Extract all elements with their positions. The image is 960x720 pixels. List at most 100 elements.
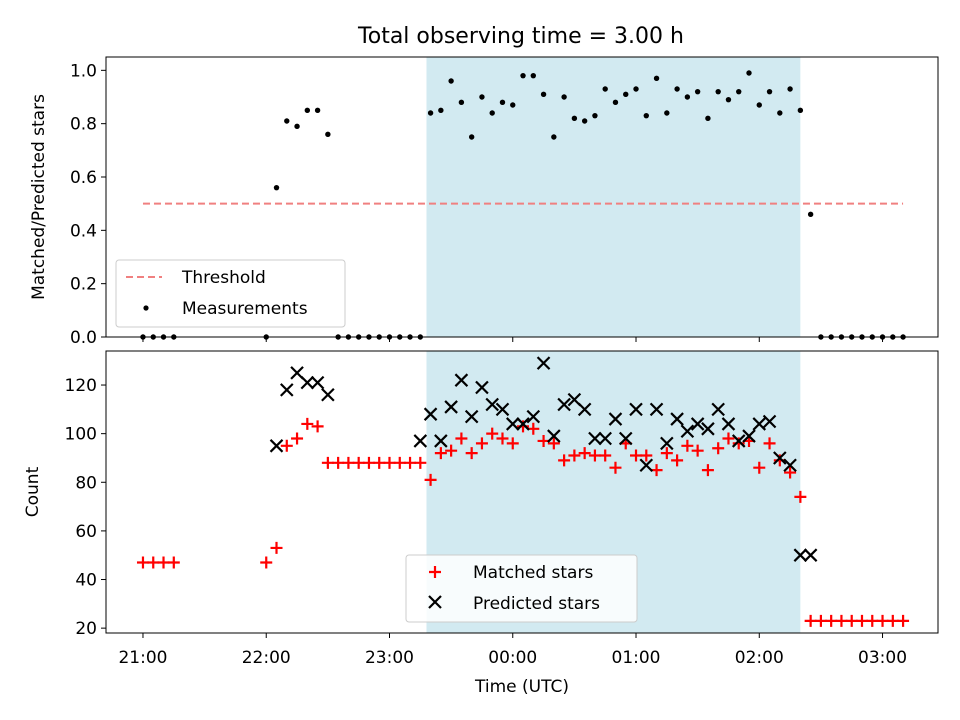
matched-star-point	[136, 556, 149, 569]
top-x-ticks	[142, 337, 884, 342]
matched-star-point	[352, 456, 365, 469]
measurement-point	[612, 99, 619, 106]
top-y-axis: 0.0 0.2 0.4 0.6 0.8 1.0	[70, 61, 106, 348]
measurement-point	[633, 86, 639, 92]
measurement-point	[715, 88, 721, 95]
measurement-point	[602, 86, 608, 92]
matched-star-point	[383, 456, 396, 469]
matched-star-point	[784, 466, 797, 479]
matched-star-point	[640, 449, 653, 462]
matched-star-point	[722, 432, 735, 445]
top-ytick-label: 0.0	[70, 328, 97, 348]
measurement-point	[499, 99, 506, 106]
predicted-star-point	[639, 458, 654, 473]
measurement-point	[756, 102, 762, 108]
matched-star-point	[362, 456, 375, 469]
chart-title: Total observing time = 3.00 h	[357, 24, 684, 49]
legend-threshold-label: Threshold	[181, 268, 266, 288]
matched-star-point	[886, 614, 899, 627]
top-ytick-label: 0.2	[70, 275, 97, 295]
matched-star-point	[568, 449, 581, 462]
bottom-legend-box	[405, 554, 638, 623]
predicted-star-point	[731, 434, 746, 448]
bottom-legend: Matched stars Predicted stars	[405, 554, 638, 623]
predicted-star-point	[423, 407, 438, 421]
matched-star-point	[671, 454, 684, 467]
matched-star-point	[547, 437, 560, 450]
predicted-star-point	[608, 412, 623, 426]
predicted-star-point	[454, 373, 469, 387]
predicted-star-point	[773, 451, 787, 465]
bottom-x-axis: 21:00 22:00 23:00 00:00 01:00 02:00 03:00	[118, 633, 907, 668]
bottom-y-axis-label: Count	[23, 466, 43, 517]
matched-star-point	[311, 420, 324, 433]
predicted-star-point	[670, 412, 684, 426]
matched-star-point	[609, 461, 622, 474]
top-ytick-label: 0.4	[70, 221, 97, 241]
measurement-point	[787, 86, 793, 92]
matched-star-point	[599, 449, 612, 462]
predicted-star-point	[742, 429, 756, 443]
bottom-axes-frame	[105, 350, 939, 634]
measurement-point	[725, 96, 732, 103]
matched-star-point	[691, 444, 704, 457]
top-ytick-label: 1.0	[70, 61, 97, 81]
measurement-point	[510, 102, 516, 108]
measurement-point	[438, 107, 444, 114]
predicted-star-point	[690, 417, 705, 431]
top-ytick-label: 0.6	[70, 168, 97, 188]
top-ytick-label: 0.8	[70, 115, 97, 135]
predicted-star-point	[752, 417, 767, 431]
matched-star-point	[876, 614, 889, 627]
measurement-point	[448, 78, 454, 84]
measurement-point	[458, 99, 465, 106]
measurement-point	[540, 91, 547, 98]
matched-star-point	[753, 461, 766, 474]
matched-star-point	[414, 456, 427, 469]
predicted-star-point	[762, 414, 777, 429]
matched-star-point	[321, 456, 334, 469]
predicted-star-point	[526, 409, 541, 424]
matched-star-point	[393, 456, 406, 469]
matched-star-point	[517, 420, 530, 433]
legend-predicted-label: Predicted stars	[473, 594, 600, 614]
legend-predicted-marker	[428, 595, 442, 609]
predicted-star-point	[269, 439, 284, 453]
measurement-point	[468, 134, 475, 140]
matched-star-point	[794, 490, 807, 503]
matched-star-point	[455, 432, 468, 445]
matched-star-point	[445, 444, 458, 457]
top-axes-frame	[105, 56, 939, 338]
predicted-star-point	[711, 402, 725, 417]
bottom-ytick-label: 60	[75, 522, 97, 542]
predicted-star-point	[803, 548, 818, 562]
predicted-star-point	[444, 400, 458, 414]
measurement-point	[674, 86, 680, 92]
measurement-point	[664, 110, 670, 116]
matched-star-point	[486, 427, 499, 440]
matched-star-point	[404, 456, 417, 469]
predicted-star-point	[588, 431, 602, 446]
bottom-y-axis: 20 40 60 80 100 120	[65, 376, 106, 639]
predicted-star-point	[475, 380, 489, 395]
measurement-point	[797, 107, 804, 114]
matched-star-point	[475, 437, 488, 450]
predicted-star-point	[557, 397, 571, 412]
matched-star-point	[712, 442, 725, 455]
predicted-star-point	[547, 429, 561, 443]
matched-star-point	[845, 614, 858, 627]
predicted-star-point	[464, 409, 479, 424]
predicted-star-point	[434, 434, 448, 448]
matched-star-point	[814, 614, 827, 627]
predicted-star-point	[721, 417, 736, 431]
measurement-point	[314, 107, 321, 114]
matched-star-point	[434, 447, 447, 460]
predicted-star-point	[413, 434, 428, 448]
matched-star-point	[342, 456, 355, 469]
top-legend-box	[115, 259, 346, 328]
measurement-point	[694, 88, 701, 95]
xtick-label: 01:00	[612, 648, 661, 668]
matched-star-point	[373, 456, 386, 469]
matched-star-point	[496, 432, 509, 445]
predicted-star-point	[598, 431, 612, 446]
